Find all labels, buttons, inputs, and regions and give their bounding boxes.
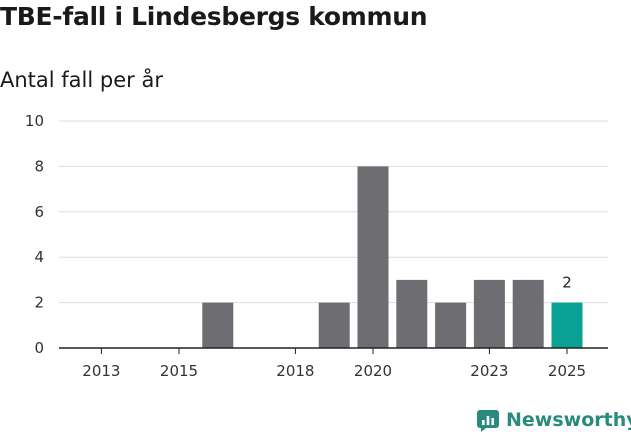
y-tick-label-8: 8 — [34, 157, 44, 175]
x-tick-label-2013: 2013 — [82, 362, 120, 380]
bar-2022 — [435, 302, 467, 348]
bar-2019 — [318, 302, 350, 348]
bar-2021 — [396, 279, 428, 348]
x-tick-label-2015: 2015 — [160, 362, 198, 380]
brand-logo: Newsworthy — [476, 408, 631, 432]
brand-name: Newsworthy — [506, 409, 631, 431]
data-label-2025: 2 — [562, 274, 572, 292]
x-tick-label-2025: 2025 — [548, 362, 586, 380]
chart-subtitle: Antal fall per år — [0, 68, 163, 92]
bar-2020 — [357, 166, 389, 348]
y-tick-label-2: 2 — [34, 294, 44, 312]
bar-2025 — [551, 302, 583, 348]
bar-2023 — [473, 279, 505, 348]
chart-title: TBE-fall i Lindesbergs kommun — [0, 2, 428, 31]
x-tick-label-2020: 2020 — [354, 362, 392, 380]
bar-2016 — [202, 302, 234, 348]
y-tick-label-10: 10 — [25, 112, 44, 130]
gridlines — [59, 120, 608, 304]
x-axis-tick-labels: 2013 2015 2018 2020 2023 2025 — [82, 348, 586, 380]
newsworthy-logo-icon — [477, 410, 499, 432]
y-axis-tick-labels: 0 2 4 6 8 10 — [25, 112, 44, 357]
data-labels: 2 — [562, 274, 572, 292]
y-tick-label-0: 0 — [34, 339, 44, 357]
bar-2024 — [512, 279, 544, 348]
y-tick-label-4: 4 — [34, 248, 44, 266]
bars — [202, 166, 583, 348]
x-tick-label-2018: 2018 — [276, 362, 314, 380]
y-tick-label-6: 6 — [34, 203, 44, 221]
x-tick-label-2023: 2023 — [470, 362, 508, 380]
